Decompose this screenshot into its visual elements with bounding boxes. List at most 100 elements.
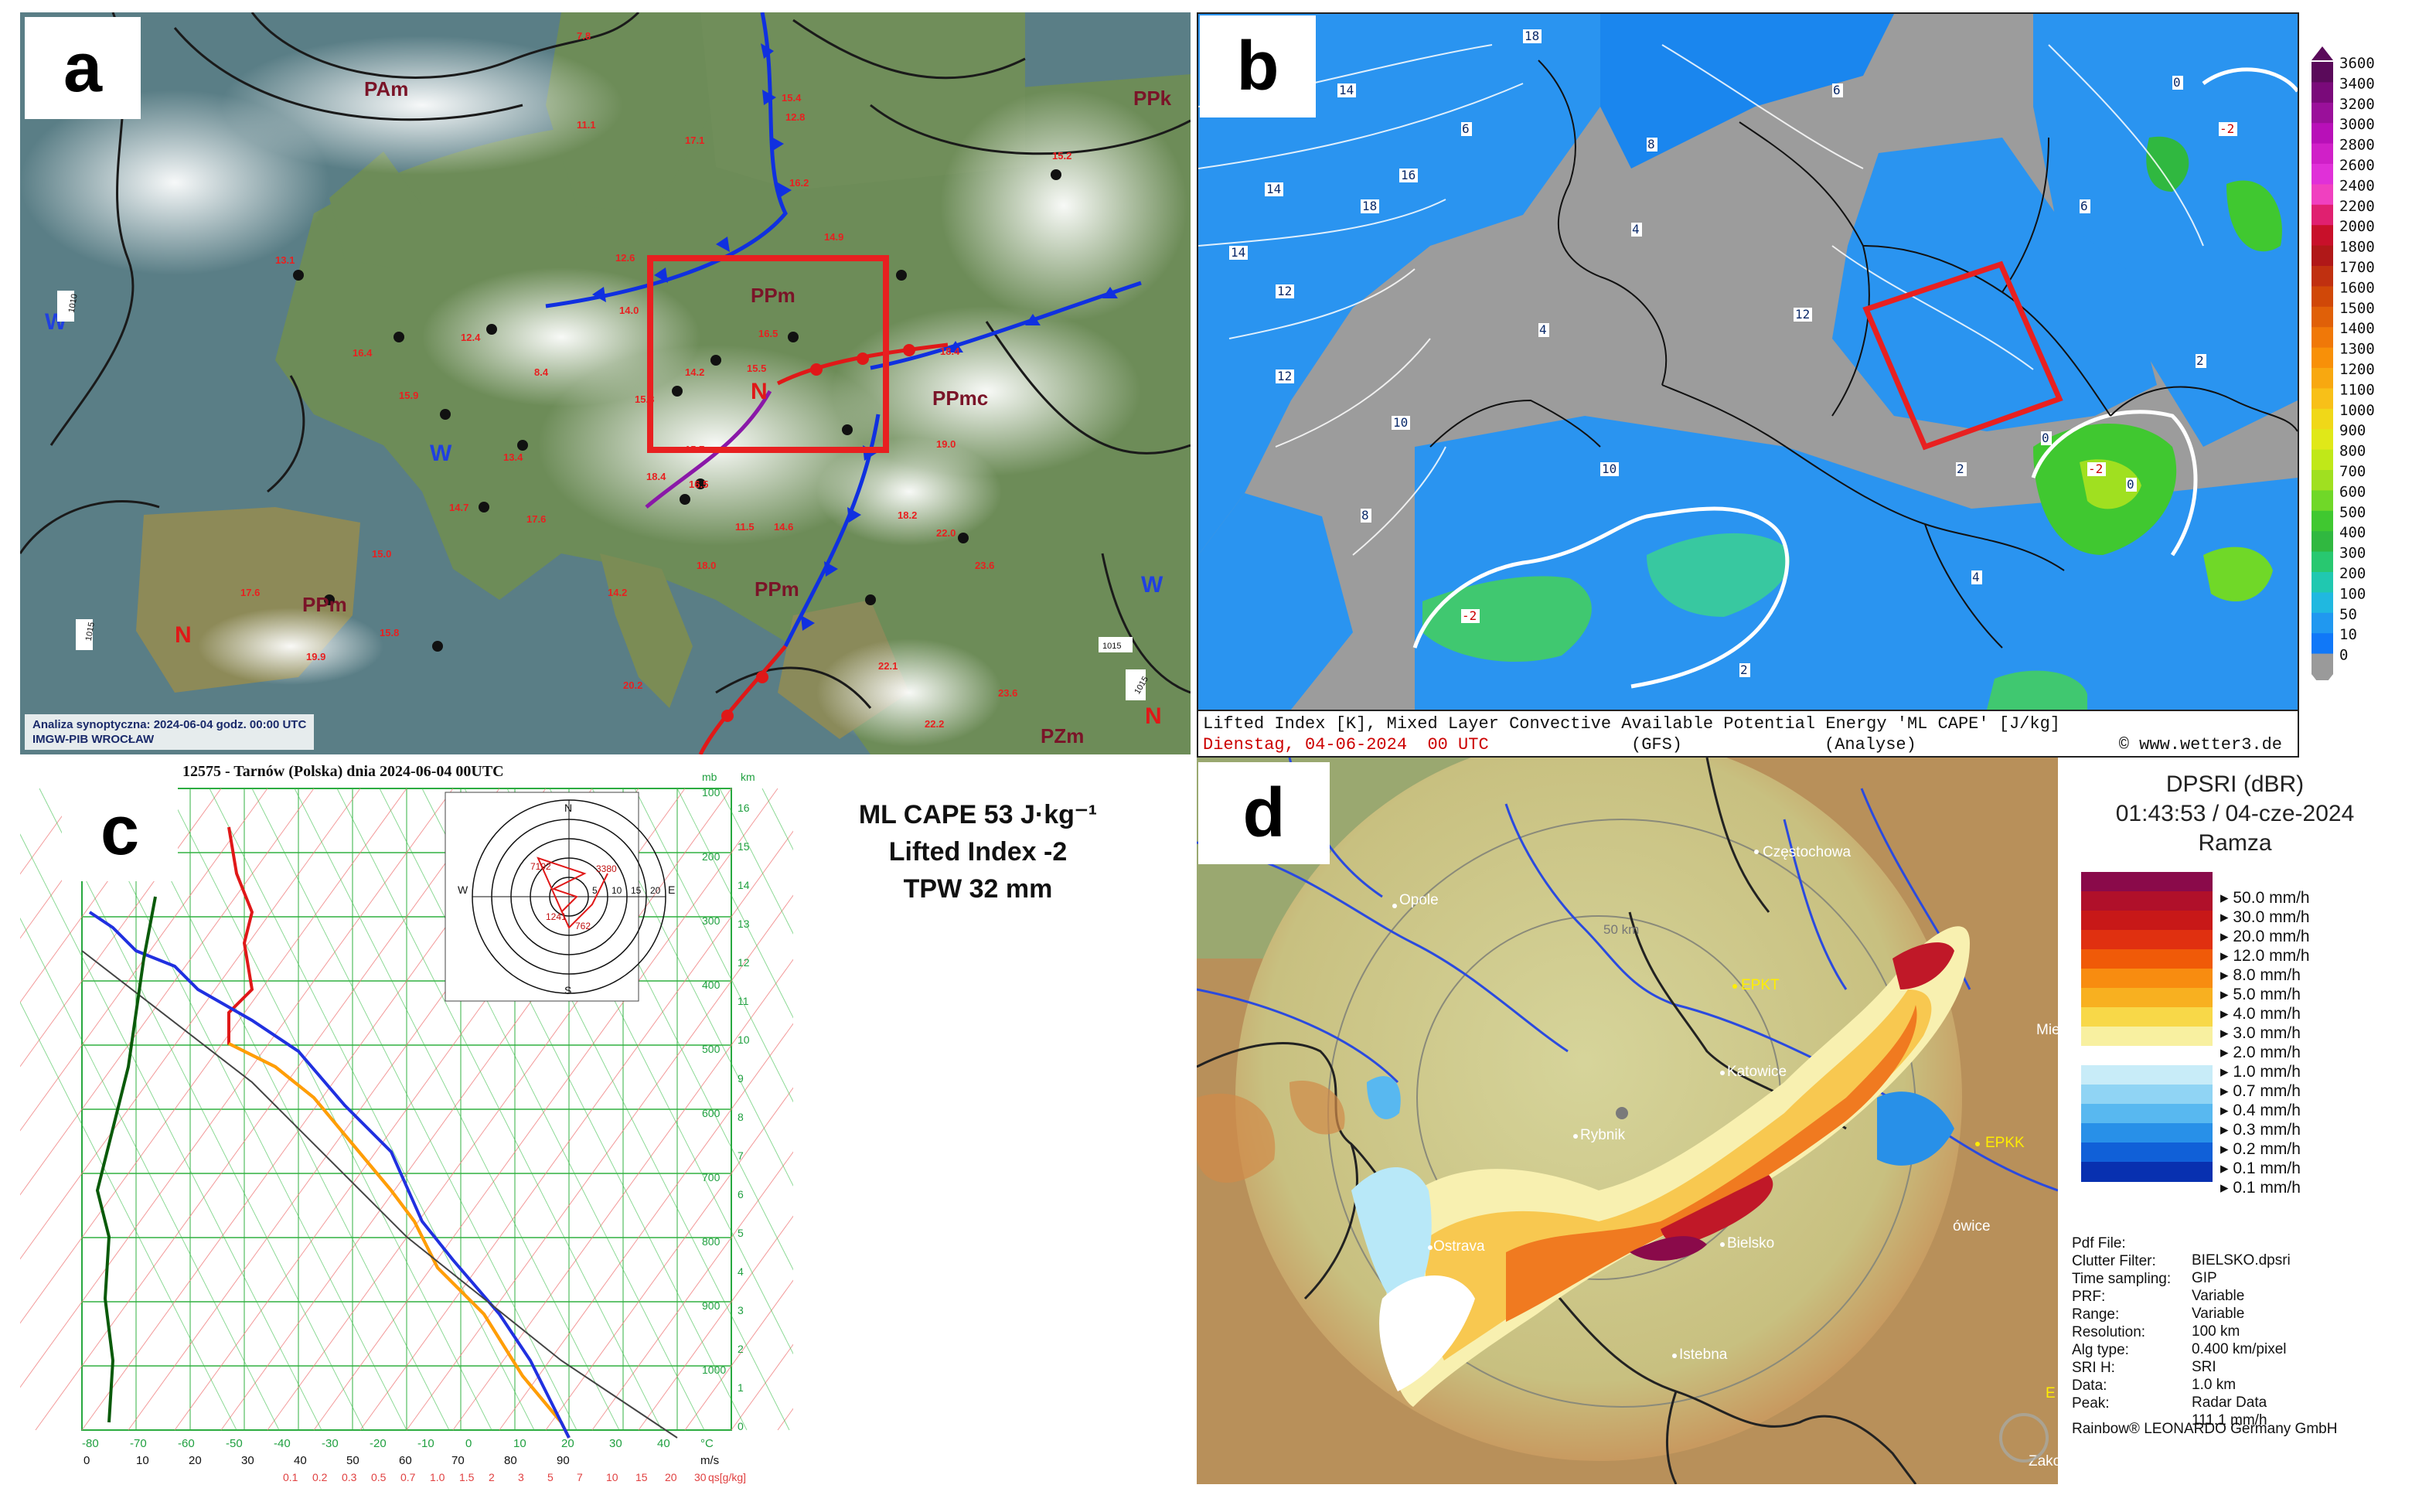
svg-text:12: 12 bbox=[1795, 307, 1810, 322]
airmass-label: PPm bbox=[302, 593, 347, 616]
height-tick: 15 bbox=[738, 840, 750, 853]
airmass-label: PPm bbox=[755, 577, 799, 601]
radar-map: Częstochowa Opole EPKT Katowice Rybnik E… bbox=[1197, 758, 2058, 1484]
cape-color-scale: 3600 3400 3200 3000 2800 2600 2400 2200 2000 1800… bbox=[2296, 46, 2412, 688]
scale-value: 3200 bbox=[2339, 96, 2375, 113]
scale-swatch bbox=[2312, 62, 2333, 83]
svg-text:15.8: 15.8 bbox=[635, 393, 654, 405]
svg-text:16.5: 16.5 bbox=[758, 328, 778, 339]
scale-swatch bbox=[2312, 388, 2333, 410]
metadata-row: Alg type: SRI bbox=[2072, 1342, 2216, 1375]
city-label: Częstochowa bbox=[1763, 844, 1851, 860]
svg-text:22.1: 22.1 bbox=[878, 660, 898, 672]
temp-tick: -60 bbox=[178, 1437, 195, 1450]
svg-text:4: 4 bbox=[1539, 322, 1547, 337]
height-tick: 5 bbox=[738, 1227, 744, 1239]
scale-swatch bbox=[2312, 633, 2333, 655]
metadata-value: 1.0 km bbox=[2192, 1377, 2237, 1393]
scale-value: 1400 bbox=[2339, 320, 2375, 337]
legend-value: ▸ 12.0 mm/h bbox=[2220, 947, 2310, 965]
svg-text:18: 18 bbox=[1525, 29, 1539, 43]
radar-legend: DPSRI (dBR) 01:43:53 / 04-cze-2024 Ramza… bbox=[2058, 758, 2412, 1484]
pressure-tick: 200 bbox=[702, 850, 721, 863]
metadata-value: 111.1 mm/h bbox=[2192, 1412, 2267, 1429]
legend-value: ▸ 2.0 mm/h bbox=[2220, 1044, 2301, 1061]
metadata-row: SRI H: 1.0 km bbox=[2072, 1360, 2236, 1393]
legend-value: ▸ 4.0 mm/h bbox=[2220, 1005, 2301, 1023]
city-label: Istebna bbox=[1679, 1347, 1728, 1363]
scale-value: 2000 bbox=[2339, 218, 2375, 235]
city-label: Mie bbox=[2036, 1022, 2058, 1038]
map-caption: Analiza synoptyczna: 2024-06-04 godz. 00… bbox=[25, 714, 315, 750]
metadata-key: SRI H: bbox=[2072, 1360, 2115, 1376]
scale-value: 1700 bbox=[2339, 259, 2375, 276]
svg-text:14: 14 bbox=[1339, 83, 1354, 97]
svg-text:17.6: 17.6 bbox=[526, 513, 546, 525]
legend-swatch bbox=[2081, 1104, 2213, 1124]
sounding-title: 12575 - Tarnów (Polska) dnia 2024-06-04 … bbox=[182, 763, 504, 780]
scale-swatch bbox=[2312, 490, 2333, 512]
svg-text:13.1: 13.1 bbox=[275, 254, 295, 266]
mixing-tick: 1.5 bbox=[459, 1471, 475, 1483]
svg-text:0: 0 bbox=[2127, 477, 2134, 492]
city-label: Opole bbox=[1399, 892, 1439, 908]
height-tick: 11 bbox=[738, 995, 749, 1007]
svg-text:S: S bbox=[564, 984, 571, 996]
scale-swatch bbox=[2312, 510, 2333, 532]
mixing-tick: 0.7 bbox=[400, 1471, 416, 1483]
speed-tick: 50 bbox=[346, 1454, 359, 1467]
metadata-value: SRI bbox=[2192, 1359, 2216, 1375]
city-label: Zako bbox=[2029, 1453, 2058, 1469]
mixing-tick: 5 bbox=[547, 1471, 554, 1483]
scale-swatch bbox=[2312, 306, 2333, 328]
temp-tick: -50 bbox=[226, 1437, 243, 1450]
pressure-tick: 100 bbox=[702, 786, 721, 799]
temp-tick: 20 bbox=[561, 1437, 574, 1450]
height-tick: 10 bbox=[738, 1034, 750, 1046]
height-tick: 14 bbox=[738, 879, 750, 891]
legend-timestamp: 01:43:53 / 04-cze-2024 bbox=[2115, 801, 2355, 826]
metadata-key: Resolution: bbox=[2072, 1324, 2146, 1340]
svg-text:12: 12 bbox=[1277, 369, 1292, 383]
svg-text:17.6: 17.6 bbox=[240, 587, 260, 598]
study-area-box bbox=[647, 255, 889, 453]
legend-swatch bbox=[2081, 969, 2213, 989]
scale-value: 600 bbox=[2339, 483, 2366, 500]
svg-text:14: 14 bbox=[1266, 182, 1281, 196]
speed-tick: 80 bbox=[504, 1454, 517, 1467]
temp-tick: 10 bbox=[513, 1437, 526, 1450]
svg-text:12.6: 12.6 bbox=[615, 252, 635, 264]
scale-swatch bbox=[2312, 347, 2333, 369]
metadata-row: Time sampling: Variable bbox=[2072, 1271, 2244, 1304]
city-label: EPKT bbox=[1741, 977, 1780, 993]
scale-swatch bbox=[2312, 123, 2333, 145]
svg-text:4: 4 bbox=[1632, 222, 1640, 237]
svg-text:W: W bbox=[458, 884, 468, 896]
svg-text:762: 762 bbox=[575, 921, 591, 931]
svg-text:16.2: 16.2 bbox=[789, 177, 809, 189]
legend-swatch bbox=[2081, 988, 2213, 1008]
scale-swatch bbox=[2312, 143, 2333, 165]
scale-value: 200 bbox=[2339, 565, 2366, 582]
svg-text:8: 8 bbox=[1361, 508, 1369, 523]
airmass-label: PPmc bbox=[932, 387, 988, 410]
scale-swatch bbox=[2312, 184, 2333, 206]
temp-tick: 0 bbox=[465, 1437, 472, 1450]
metadata-key: Data: bbox=[2072, 1377, 2107, 1394]
metadata-row: Data: Radar Data bbox=[2072, 1377, 2267, 1411]
scale-value: 900 bbox=[2339, 422, 2366, 439]
pressure-tick: 1000 bbox=[702, 1364, 726, 1376]
hodograph: N E S W 3380 7192 1241 762 5 10 15 20 bbox=[445, 792, 675, 1002]
height-tick: 9 bbox=[738, 1072, 744, 1085]
scale-swatch bbox=[2312, 408, 2333, 430]
svg-text:0: 0 bbox=[2173, 75, 2181, 90]
temp-unit: °C bbox=[700, 1437, 714, 1450]
scale-value: 3000 bbox=[2339, 116, 2375, 133]
legend-swatch bbox=[2081, 1143, 2213, 1163]
legend-swatch bbox=[2081, 911, 2213, 931]
city-label: Bielsko bbox=[1727, 1235, 1774, 1251]
speed-tick: 60 bbox=[399, 1454, 412, 1467]
scale-value: 100 bbox=[2339, 585, 2366, 602]
svg-text:-2: -2 bbox=[2088, 461, 2103, 476]
svg-text:16: 16 bbox=[1401, 168, 1416, 182]
